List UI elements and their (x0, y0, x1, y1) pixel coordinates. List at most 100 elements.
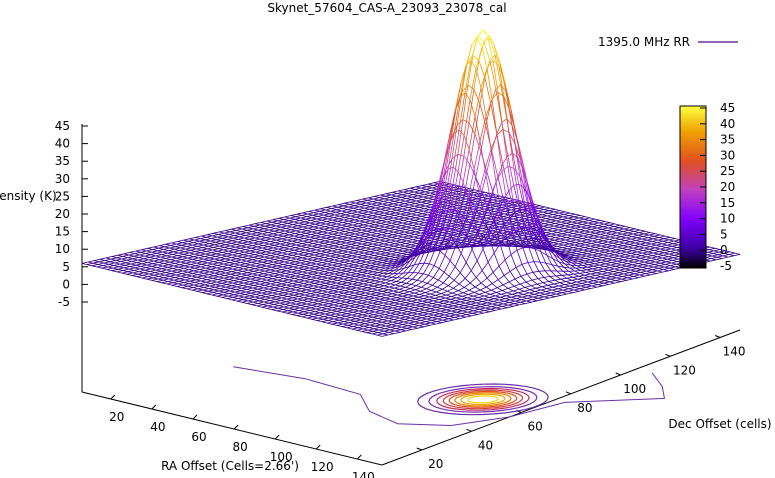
surface-segment (459, 215, 466, 218)
surface-segment (191, 246, 198, 249)
surface-segment (312, 244, 319, 247)
surface-segment (406, 210, 413, 214)
surface-segment (337, 205, 344, 208)
surface-segment (170, 243, 177, 246)
surface-segment (226, 240, 233, 243)
surface-segment (319, 237, 327, 240)
surface-segment (227, 266, 234, 269)
surface-segment (410, 214, 417, 217)
surface-segment (301, 227, 308, 230)
surface-segment (194, 238, 201, 241)
surface-segment (352, 223, 359, 226)
surface-segment (174, 261, 181, 264)
surface-segment (362, 211, 369, 214)
surface-segment (555, 275, 562, 280)
surface-segment (394, 227, 401, 230)
surface-segment (425, 190, 432, 193)
surface-segment (406, 282, 412, 285)
surface-segment (315, 219, 322, 222)
surface-segment (155, 268, 162, 271)
surface-segment (425, 204, 432, 207)
surface-segment (570, 282, 576, 286)
surface-segment (415, 215, 422, 219)
surface-segment (213, 259, 220, 262)
surface-segment (193, 269, 200, 272)
surface-segment (498, 196, 506, 199)
surface-segment (119, 262, 126, 265)
surface-segment (235, 231, 242, 234)
surface-segment (458, 283, 465, 288)
surface-segment (492, 214, 499, 217)
surface-segment (245, 233, 252, 236)
surface-segment (289, 247, 296, 250)
surface-segment (229, 232, 236, 235)
surface-segment (300, 216, 307, 219)
surface-segment (494, 298, 500, 301)
surface-segment (442, 288, 448, 292)
surface-segment (177, 268, 184, 271)
surface-segment (207, 247, 214, 250)
surface-segment (104, 258, 111, 261)
surface-segment (511, 296, 517, 299)
surface-segment (183, 252, 190, 255)
surface-segment (185, 275, 192, 278)
surface-segment (256, 261, 263, 264)
surface-segment (454, 266, 461, 274)
surface-segment (212, 262, 219, 265)
surface-segment (468, 89, 475, 123)
surface-segment (238, 265, 245, 268)
surface-segment (257, 245, 264, 248)
surface-segment (260, 237, 267, 240)
surface-segment (548, 281, 555, 285)
surface-segment (285, 243, 292, 246)
surface-segment (447, 189, 454, 192)
surface-segment (446, 220, 453, 223)
surface-segment (228, 263, 235, 266)
surface-segment (497, 163, 504, 178)
surface-segment (313, 225, 320, 228)
surface-segment (183, 266, 190, 269)
surface-segment (395, 196, 402, 200)
surface-segment (564, 284, 571, 287)
surface-segment (474, 116, 481, 142)
surface-segment (277, 235, 284, 238)
surface-segment (201, 262, 208, 265)
surface-segment (468, 149, 475, 170)
surface-segment (398, 203, 405, 206)
surface-segment (397, 191, 404, 194)
surface-segment (539, 261, 546, 271)
surface-segment (146, 263, 153, 266)
z-tick-label: -5 (58, 295, 70, 309)
surface-segment (194, 266, 201, 269)
surface-segment (219, 258, 226, 261)
surface-segment (282, 237, 289, 240)
surface-segment (331, 251, 338, 254)
surface-segment (236, 242, 243, 245)
surface-segment (478, 297, 484, 300)
surface-segment (187, 270, 194, 273)
surface-segment (360, 244, 368, 248)
surface-segment (264, 241, 271, 244)
surface-segment (269, 228, 276, 231)
surface-segment (181, 271, 188, 274)
surface-segment (510, 210, 517, 213)
surface-segment (251, 260, 258, 263)
surface-segment (273, 232, 280, 235)
surface-segment (392, 190, 399, 193)
surface-segment (453, 287, 459, 291)
surface-segment (159, 272, 166, 275)
surface-segment (294, 234, 301, 237)
surface-segment (501, 118, 508, 123)
surface-segment (118, 264, 125, 268)
surface-segment (559, 282, 566, 285)
y-tick-mark (565, 391, 572, 395)
surface-segment (433, 277, 439, 281)
surface-segment (403, 232, 410, 235)
surface-segment (558, 261, 564, 268)
surface-segment (308, 223, 315, 226)
surface-segment (277, 264, 284, 267)
surface-segment (292, 253, 299, 256)
surface-segment (330, 237, 338, 240)
contour-line (442, 389, 524, 410)
surface-segment (494, 209, 501, 212)
